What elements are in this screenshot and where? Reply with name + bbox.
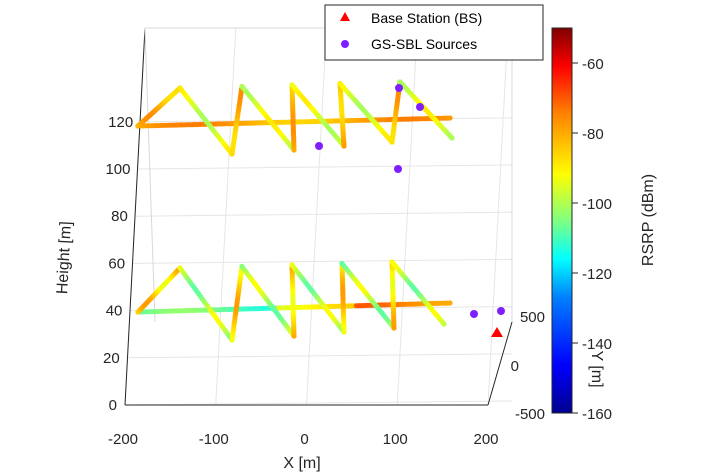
x-tick-label: -200	[108, 431, 138, 448]
gs-sbl-source-marker	[470, 310, 478, 318]
z-tick-label: 60	[108, 255, 125, 272]
legend-circle-marker	[341, 40, 349, 48]
gs-sbl-source-marker	[497, 307, 505, 315]
trajectory-points	[135, 79, 455, 343]
trajectory-120m	[135, 79, 455, 157]
grid-line-x	[396, 27, 418, 406]
tick-labels: 0 20 40 60 80 100 120 -200 -100 0 100 200 -500 0 500	[103, 114, 545, 448]
markers	[315, 84, 505, 337]
grid-line-z	[133, 258, 513, 264]
z-tick-label: 100	[105, 161, 130, 178]
z-axis-line	[124, 27, 146, 406]
x-axis-label: X [m]	[283, 455, 320, 472]
trajectory-point	[447, 115, 453, 121]
z-tick-label: 20	[103, 350, 120, 367]
colorbar-tick-label: -60	[582, 56, 604, 73]
z-tick-label: 80	[111, 208, 128, 225]
trajectory-point	[441, 321, 447, 327]
grid-line-z	[135, 211, 513, 217]
trajectory-point	[447, 300, 453, 306]
z-axis-label: Height [m]	[54, 221, 75, 295]
colorbar-tick-label: -80	[582, 126, 604, 143]
grid-line-x	[306, 27, 327, 406]
grid-line-x	[215, 27, 237, 406]
z-tick-label: 120	[108, 114, 133, 131]
grid-lines	[124, 27, 513, 406]
grid-line-z	[138, 164, 513, 170]
x-tick-label: -100	[199, 431, 229, 448]
y-axis-label: Y [m]	[588, 350, 605, 387]
grid-line-z	[124, 400, 513, 406]
gs-sbl-source-marker	[394, 165, 402, 173]
axis-frame	[124, 27, 513, 406]
legend-triangle-marker	[340, 12, 350, 21]
plot-box	[124, 27, 513, 406]
legend-box	[324, 4, 544, 61]
colorbar-tick-label: -100	[582, 196, 612, 213]
grid-line-x	[487, 27, 509, 406]
base-station-marker	[491, 327, 503, 337]
colorbar-tick-label: -140	[582, 336, 612, 353]
y-tick-label: -500	[515, 406, 545, 423]
y-axis-line	[487, 321, 513, 406]
legend-label-gs-sbl: GS-SBL Sources	[371, 36, 477, 52]
gs-sbl-source-marker	[416, 103, 424, 111]
trajectory-40m	[135, 259, 453, 343]
colorbar-tick-label: -160	[582, 406, 612, 423]
colorbar: -60 -80 -100 -120 -140 -160 RSRP (dBm)	[551, 27, 657, 423]
x-tick-label: 200	[473, 431, 498, 448]
grid-line-z	[127, 353, 513, 359]
y-tick-label: 0	[511, 358, 519, 375]
z-tick-label: 0	[109, 397, 117, 414]
trajectory-point	[449, 135, 455, 141]
gs-sbl-source-marker	[395, 84, 403, 92]
colorbar-ticks: -60 -80 -100 -120 -140 -160	[572, 56, 612, 423]
colorbar-gradient	[551, 27, 573, 414]
colorbar-label: RSRP (dBm)	[640, 174, 657, 266]
x-tick-label: 100	[383, 431, 408, 448]
legend-label-base-station: Base Station (BS)	[371, 10, 482, 26]
x-tick-label: 0	[300, 431, 308, 448]
colorbar-tick-label: -120	[582, 266, 612, 283]
legend: Base Station (BS) GS-SBL Sources	[324, 4, 544, 61]
back-left-edge	[144, 27, 156, 323]
z-tick-label: 40	[106, 303, 123, 320]
gs-sbl-source-marker	[315, 142, 323, 150]
y-tick-label: 500	[520, 309, 545, 326]
